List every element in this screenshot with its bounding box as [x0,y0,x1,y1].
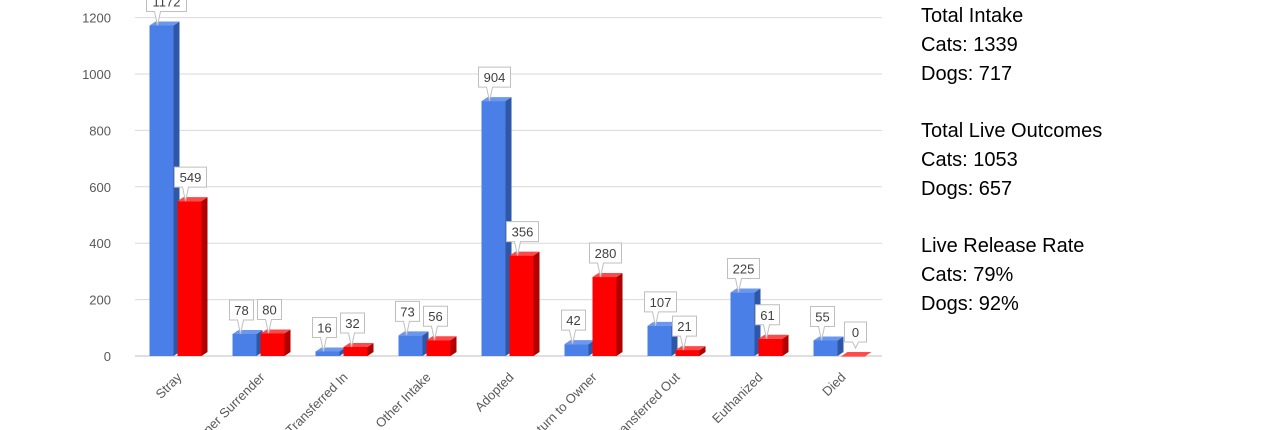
bar [426,340,451,356]
stats-title: Live Release Rate [921,235,1085,258]
bar-side [450,336,457,356]
bar-top [841,352,872,356]
data-label-box [423,305,448,341]
bar [564,344,589,356]
y-tick-label: 1000 [82,67,111,82]
stats-title: Total Intake [921,5,1024,27]
stats-line: Cats: 79% [921,264,1014,287]
x-category-label: Transferred Out [607,369,682,430]
bar-side [367,342,374,356]
data-label-box [672,315,697,351]
data-label-box [174,166,207,202]
bar [232,334,257,356]
data-label-box [810,305,835,341]
data-label: 107 [650,295,672,310]
stats-line: Cats: 1339 [921,33,1018,56]
data-label: 549 [180,170,202,185]
data-label: 225 [733,262,755,277]
x-category-label: Died [819,370,849,400]
bar-side [533,251,540,356]
data-label: 904 [484,70,506,85]
data-label-box [755,304,780,339]
data-label-box [340,312,365,348]
bar [149,25,174,356]
bar-side [782,334,789,356]
data-label-box [644,291,677,326]
data-label-box [146,0,187,26]
data-label: 55 [815,309,829,324]
bar [398,335,423,356]
bar [647,325,672,356]
data-label: 16 [317,320,331,335]
bar [813,340,838,356]
data-label-box [312,316,337,352]
data-label-box [395,300,420,336]
data-label: 280 [595,246,617,261]
data-label: 356 [512,225,534,240]
bar-side [201,197,208,356]
data-label-box [506,221,539,256]
data-label: 73 [400,304,414,319]
bar [343,346,368,356]
stats-group-total-intake: Total Intake Cats: 1339 Dogs: 717 [921,2,1102,88]
bar-side [284,329,291,356]
data-label: 56 [428,309,442,324]
data-label: 21 [677,319,691,334]
bar-side [699,346,706,356]
data-label-box [844,321,867,350]
bar [675,350,700,356]
bar [509,255,534,356]
stats-line: Dogs: 657 [921,177,1013,200]
data-label: 80 [262,302,276,317]
data-label: 1172 [153,0,181,9]
x-category-label: Transferred In [283,370,351,430]
data-label-box [478,66,511,102]
data-label: 32 [345,316,359,331]
stats-group-live-release-rate: Live Release Rate Cats: 79% Dogs: 92% [921,232,1102,318]
y-tick-label: 0 [104,349,111,364]
data-label: 42 [566,313,580,328]
x-category-label: Stray [153,369,185,401]
data-label-box [727,258,760,293]
y-tick-label: 400 [89,236,111,251]
bar [841,356,866,357]
x-category-label: Return to Owner [522,369,601,430]
data-label: 61 [760,308,774,323]
bar-side [616,273,623,356]
y-tick-label: 1200 [82,11,111,26]
stats-panel: Total Intake Cats: 1339 Dogs: 717 Total … [921,2,1102,348]
data-label: 0 [852,325,859,340]
data-label-box [229,299,254,335]
data-label: 78 [234,303,248,318]
bar [315,351,340,356]
y-tick-label: 800 [89,123,111,138]
x-category-label: Adopted [472,370,517,415]
stats-title: Total Live Outcomes [921,120,1103,143]
x-category-label: Owner Surrender [187,369,269,430]
bar [481,101,506,357]
y-tick-label: 600 [89,180,111,195]
data-label-box [589,242,622,278]
data-label-box [561,309,586,345]
x-category-label: Euthanized [709,370,766,427]
bar [177,201,202,356]
data-label-box [257,298,282,334]
bar [730,292,755,356]
stats-line: Cats: 1053 [921,148,1018,171]
bar-side [837,336,844,356]
bar [758,338,783,356]
stats-group-live-outcomes: Total Live Outcomes Cats: 1053 Dogs: 657 [921,117,1102,203]
x-category-label: Other Intake [372,370,433,430]
stats-line: Dogs: 717 [921,62,1013,85]
bar [260,333,285,356]
stats-line: Dogs: 92% [921,292,1019,315]
y-tick-label: 200 [89,293,111,308]
bar [592,277,617,356]
